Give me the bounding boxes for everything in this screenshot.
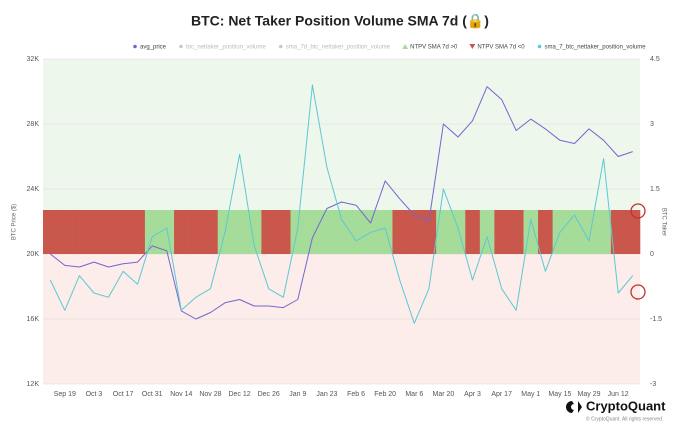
legend: avg_price btc_nettaker_position_volume sma… (133, 44, 646, 51)
regime-band (392, 210, 408, 254)
x-tick-label: Apr 3 (464, 391, 481, 398)
legend-label: btc_nettaker_position_volume (186, 45, 266, 51)
regime-band (174, 210, 189, 254)
x-tick-label: Dec 26 (258, 391, 280, 398)
copyright: © CryptoQuant. All rights reserved. (586, 415, 663, 422)
regime-band (479, 210, 495, 254)
x-tick-label: Jan 23 (316, 391, 337, 398)
regime-band (86, 210, 102, 254)
x-tick-label: Feb 20 (374, 391, 396, 398)
x-tick-label: May 1 (521, 391, 540, 398)
x-tick-label: Jan 9 (289, 391, 306, 398)
legend-marker (133, 44, 137, 49)
legend-marker (179, 44, 183, 49)
series-line (49, 84, 634, 324)
regime-band (275, 210, 291, 254)
regime-band (421, 210, 437, 254)
y2-tick-label: 4.5 (650, 56, 660, 63)
plot: 12K 16K 20K 24K 28K 32K -3 -1.5 0 1.5 3 4.5 Sep 19 Oc… (27, 56, 663, 398)
regime-band (130, 210, 146, 254)
regime-band (596, 210, 612, 254)
regime-band (159, 210, 175, 254)
y2-tick-label: 3 (650, 121, 654, 128)
y-tick-label: 28K (27, 121, 40, 128)
regime-band (567, 210, 583, 254)
brand-logo (566, 401, 582, 413)
legend-marker (537, 44, 542, 49)
legend-marker (402, 44, 409, 49)
y-tick-label: 32K (27, 56, 40, 63)
regime-band (305, 210, 320, 254)
legend-label: NTPV SMA 7d <0 (477, 45, 525, 51)
y2-tick-label: -1.5 (650, 316, 662, 323)
legend-label: NTPV SMA 7d >0 (410, 45, 458, 51)
legend-marker (469, 44, 476, 49)
regime-band (334, 210, 350, 254)
legend-label: sma_7_btc_nettaker_position_volume (545, 45, 647, 51)
highlight-circle (630, 284, 646, 300)
regime-band (523, 210, 539, 254)
x-tick-label: Mar 20 (433, 391, 455, 398)
regime-band (57, 210, 73, 254)
x-tick-label: Dec 12 (228, 391, 250, 398)
x-tick-label: Jun 12 (608, 391, 629, 398)
legend-label: avg_price (140, 45, 167, 51)
x-tick-label: Oct 31 (142, 391, 163, 398)
legend-label: sma_7d_btc_nettaker_position_volume (286, 45, 391, 51)
x-tick-label: May 15 (548, 391, 571, 398)
x-tick-label: Oct 17 (113, 391, 134, 398)
brand-name: CryptoQuant (586, 398, 666, 413)
x-tick-label: Nov 14 (170, 391, 192, 398)
highlight-circle (630, 203, 646, 219)
regime-band (72, 210, 87, 254)
y-tick-label: 24K (27, 186, 40, 193)
legend-marker (278, 44, 283, 49)
regime-band (436, 210, 452, 254)
regime-band (188, 210, 204, 254)
regime-band (232, 210, 248, 254)
regime-band (115, 210, 131, 254)
y-tick-label: 16K (27, 316, 40, 323)
regime-band (407, 210, 422, 254)
regime-band (348, 210, 364, 254)
y-tick-label: 12K (27, 381, 40, 388)
y2-tick-label: 1.5 (650, 186, 660, 193)
y2-tick-label: -3 (650, 381, 656, 388)
y-axis-label: BTC Price ($) (12, 204, 18, 240)
regime-band (508, 210, 524, 254)
regime-band (319, 210, 335, 254)
regime-band (465, 210, 481, 254)
y2-axis-label: BTC Taker (660, 208, 666, 236)
regime-band (43, 210, 58, 254)
x-tick-label: Nov 28 (199, 391, 221, 398)
regime-band (144, 210, 160, 254)
x-tick-label: Feb 6 (347, 391, 365, 398)
regime-band (610, 210, 626, 254)
y-tick-label: 20K (27, 251, 40, 258)
chart-title: BTC: Net Taker Position Volume SMA 7d (🔒… (191, 13, 489, 30)
regime-band (101, 210, 117, 254)
regime-band (261, 210, 277, 254)
regime-band (203, 210, 219, 254)
regime-band (290, 210, 306, 254)
x-tick-label: Oct 3 (86, 391, 103, 398)
x-tick-label: Sep 19 (54, 391, 76, 398)
regime-band (538, 210, 553, 254)
y2-tick-label: 0 (650, 251, 654, 258)
regime-band (494, 210, 510, 254)
x-tick-label: Apr 17 (491, 391, 512, 398)
x-tick-label: May 29 (578, 391, 601, 398)
x-tick-label: Mar 6 (405, 391, 423, 398)
regime-band (625, 210, 641, 254)
